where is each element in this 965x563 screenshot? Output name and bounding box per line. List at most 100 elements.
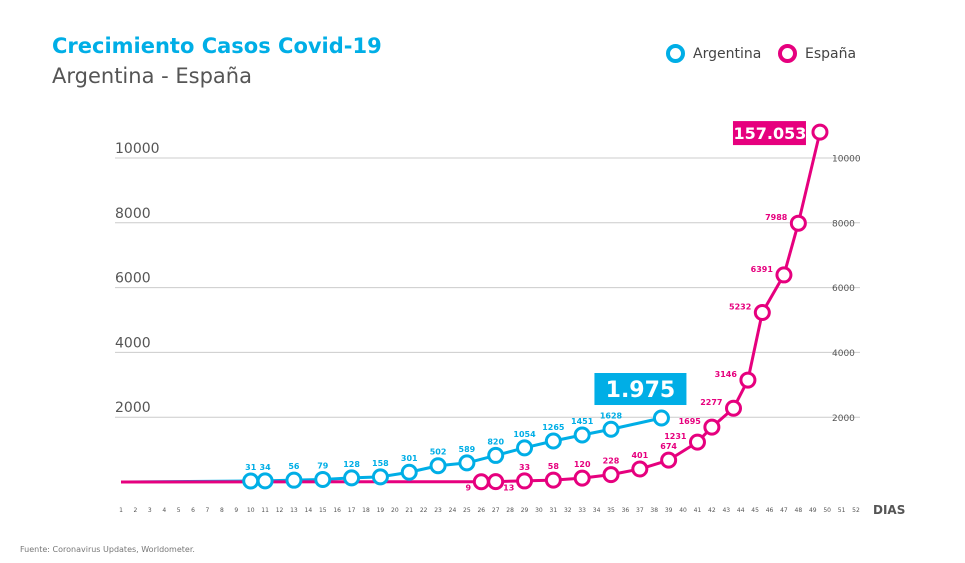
x-tick-label: 17 [348,507,356,514]
x-tick-label: 33 [578,507,586,514]
x-tick-label: 48 [795,507,803,514]
data-point-argentina [429,457,447,475]
x-tick-label: 6 [191,507,195,514]
x-tick-label: 19 [377,507,385,514]
chart-title: Crecimiento Casos Covid-19 [52,34,382,58]
data-label-argentina: 34 [260,463,272,472]
data-label-espana: 33 [519,463,530,472]
highlight-box-espana [732,121,806,146]
x-tick-label: 43 [722,507,730,514]
x-tick-label: 20 [391,507,399,514]
data-point-argentina [371,468,389,486]
data-label-espana: 401 [631,451,648,460]
data-point-argentina [544,432,562,450]
data-label-argentina: 56 [288,462,300,471]
data-label-espana: 120 [574,460,591,469]
data-point-espana [739,371,757,389]
data-point-argentina [285,471,303,489]
data-label-espana: 674 [660,442,677,451]
y-tick-label-left: 8000 [115,206,151,222]
x-tick-label: 35 [607,507,615,514]
data-label-espana: 228 [603,457,620,466]
highlight-box-argentina [594,373,687,406]
data-point-espana [703,418,721,436]
data-point-argentina [256,472,274,490]
x-tick-label: 34 [593,507,601,514]
data-label-espana: 3146 [715,370,738,379]
highlight-value-argentina: 1.975 [606,378,676,403]
data-label-espana: 2277 [700,398,722,407]
data-label-espana: 9 [466,484,472,493]
x-tick-label: 32 [564,507,572,514]
x-tick-label: 36 [622,507,630,514]
data-point-espana [688,433,706,451]
x-tick-label: 30 [535,507,543,514]
x-tick-label: 27 [492,507,500,514]
x-tick-label: 46 [766,507,774,514]
x-tick-label: 12 [276,507,284,514]
x-tick-label: 5 [177,507,181,514]
x-tick-label: 42 [708,507,716,514]
x-tick-label: 44 [737,507,745,514]
data-label-espana: 7988 [765,213,788,222]
x-tick-label: 51 [838,507,846,514]
y-tick-label-right: 6000 [832,284,855,294]
data-label-espana: 6391 [751,265,774,274]
x-tick-label: 50 [823,507,831,514]
x-tick-label: 41 [694,507,702,514]
data-point-argentina [458,454,476,472]
x-tick-label: 25 [463,507,471,514]
data-point-argentina [343,469,361,487]
data-point-argentina [573,426,591,444]
data-point-argentina [487,446,505,464]
data-label-argentina: 128 [343,460,360,469]
x-tick-label: 8 [220,507,224,514]
x-tick-label: 7 [206,507,210,514]
data-point-espana [789,214,807,232]
x-tick-label: 1 [119,507,123,514]
argentina-legend-marker [666,44,685,63]
data-point-espana [516,472,534,490]
x-tick-label: 21 [405,507,413,514]
data-point-espana [487,473,505,491]
data-label-argentina: 1451 [571,417,594,426]
x-tick-label: 24 [449,507,457,514]
x-tick-label: 52 [852,507,860,514]
data-point-espana [544,471,562,489]
source-note: Fuente: Coronavirus Updates, Worldometer… [20,545,195,554]
espana-legend-marker [778,44,797,63]
data-point-argentina [314,470,332,488]
legend-item-espana: España [778,44,856,63]
data-label-espana: 13 [503,484,514,493]
data-label-argentina: 502 [430,448,447,457]
x-tick-label: 31 [550,507,558,514]
data-point-espana [602,466,620,484]
chart-subtitle: Argentina - España [52,64,252,88]
x-tick-label: 10 [247,507,255,514]
data-label-argentina: 1054 [513,430,536,439]
x-axis-label: DIAS [873,503,905,517]
data-point-espana [753,303,771,321]
x-tick-label: 28 [506,507,514,514]
x-tick-label: 18 [362,507,370,514]
y-tick-label-left: 4000 [115,335,151,351]
y-tick-label-left: 10000 [115,141,160,157]
data-point-espana [811,123,829,141]
data-label-argentina: 301 [401,454,418,463]
data-label-argentina: 158 [372,459,389,468]
x-tick-label: 37 [636,507,644,514]
data-label-argentina: 79 [317,461,329,470]
x-tick-label: 29 [521,507,529,514]
data-point-argentina [516,439,534,457]
legend-item-argentina: Argentina [666,44,761,63]
x-tick-label: 4 [162,507,166,514]
data-label-espana: 1695 [679,417,702,426]
x-tick-label: 26 [477,507,485,514]
x-tick-label: 47 [780,507,788,514]
data-point-espana [725,399,742,417]
x-tick-label: 23 [434,507,442,514]
x-tick-label: 16 [333,507,341,514]
data-label-argentina: 820 [487,437,504,446]
data-label-argentina: 589 [459,445,476,454]
